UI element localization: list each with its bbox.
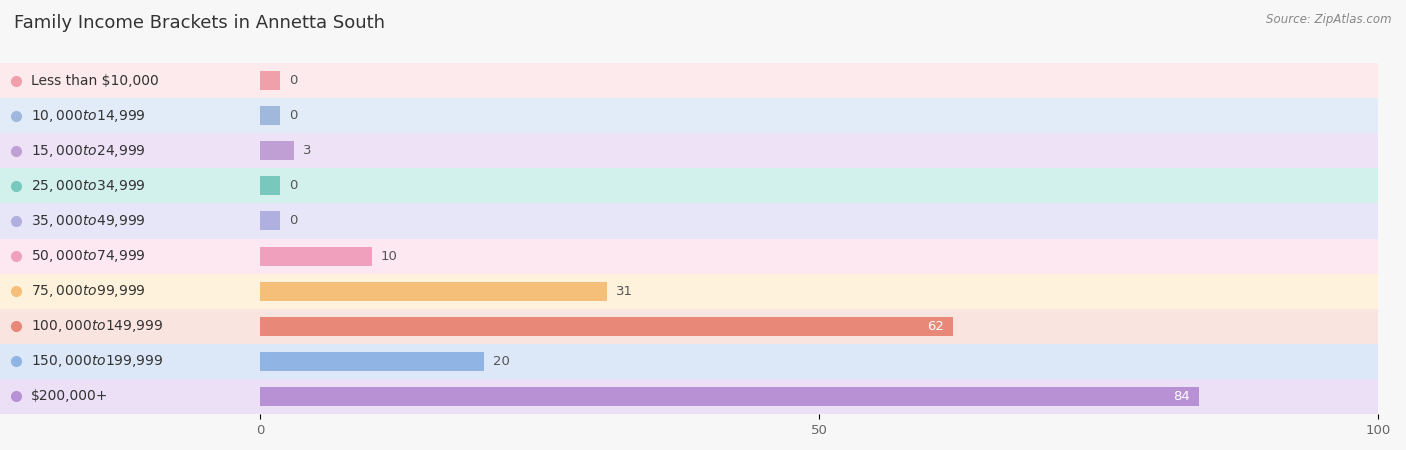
Bar: [260, 379, 1378, 414]
Bar: [0, 379, 260, 414]
Bar: [260, 274, 1378, 309]
Bar: [260, 344, 1378, 379]
Bar: [0, 344, 260, 379]
Bar: [0, 98, 260, 133]
Bar: [260, 352, 484, 371]
Bar: [0, 133, 260, 168]
Text: Family Income Brackets in Annetta South: Family Income Brackets in Annetta South: [14, 14, 385, 32]
Bar: [0, 203, 260, 238]
Bar: [260, 309, 1378, 344]
Bar: [260, 282, 606, 301]
Bar: [260, 98, 1378, 133]
Text: $15,000 to $24,999: $15,000 to $24,999: [31, 143, 146, 159]
Bar: [260, 141, 294, 160]
Bar: [260, 176, 280, 195]
Bar: [260, 203, 1378, 238]
Text: $10,000 to $14,999: $10,000 to $14,999: [31, 108, 146, 124]
Text: $75,000 to $99,999: $75,000 to $99,999: [31, 283, 146, 299]
Text: $200,000+: $200,000+: [31, 389, 108, 404]
Bar: [0, 63, 260, 98]
Bar: [260, 133, 1378, 168]
Bar: [260, 106, 280, 125]
Bar: [260, 168, 1378, 203]
Bar: [260, 63, 1378, 98]
Bar: [0, 274, 260, 309]
Text: 31: 31: [616, 285, 633, 297]
Text: 0: 0: [290, 74, 298, 87]
Bar: [0, 309, 260, 344]
Text: 0: 0: [290, 109, 298, 122]
Bar: [260, 247, 371, 266]
Text: 20: 20: [492, 355, 509, 368]
Bar: [0, 168, 260, 203]
Bar: [260, 238, 1378, 274]
Bar: [260, 212, 280, 230]
Text: $35,000 to $49,999: $35,000 to $49,999: [31, 213, 146, 229]
Text: $25,000 to $34,999: $25,000 to $34,999: [31, 178, 146, 194]
Text: Source: ZipAtlas.com: Source: ZipAtlas.com: [1267, 14, 1392, 27]
Bar: [0, 238, 260, 274]
Text: 0: 0: [290, 215, 298, 227]
Text: $50,000 to $74,999: $50,000 to $74,999: [31, 248, 146, 264]
Text: 62: 62: [928, 320, 945, 333]
Text: Less than $10,000: Less than $10,000: [31, 73, 159, 88]
Text: 3: 3: [302, 144, 311, 157]
Bar: [260, 387, 1199, 406]
Bar: [260, 317, 953, 336]
Text: 84: 84: [1174, 390, 1189, 403]
Text: 0: 0: [290, 180, 298, 192]
Text: $150,000 to $199,999: $150,000 to $199,999: [31, 353, 163, 369]
Text: 10: 10: [381, 250, 398, 262]
Text: $100,000 to $149,999: $100,000 to $149,999: [31, 318, 163, 334]
Bar: [260, 71, 280, 90]
